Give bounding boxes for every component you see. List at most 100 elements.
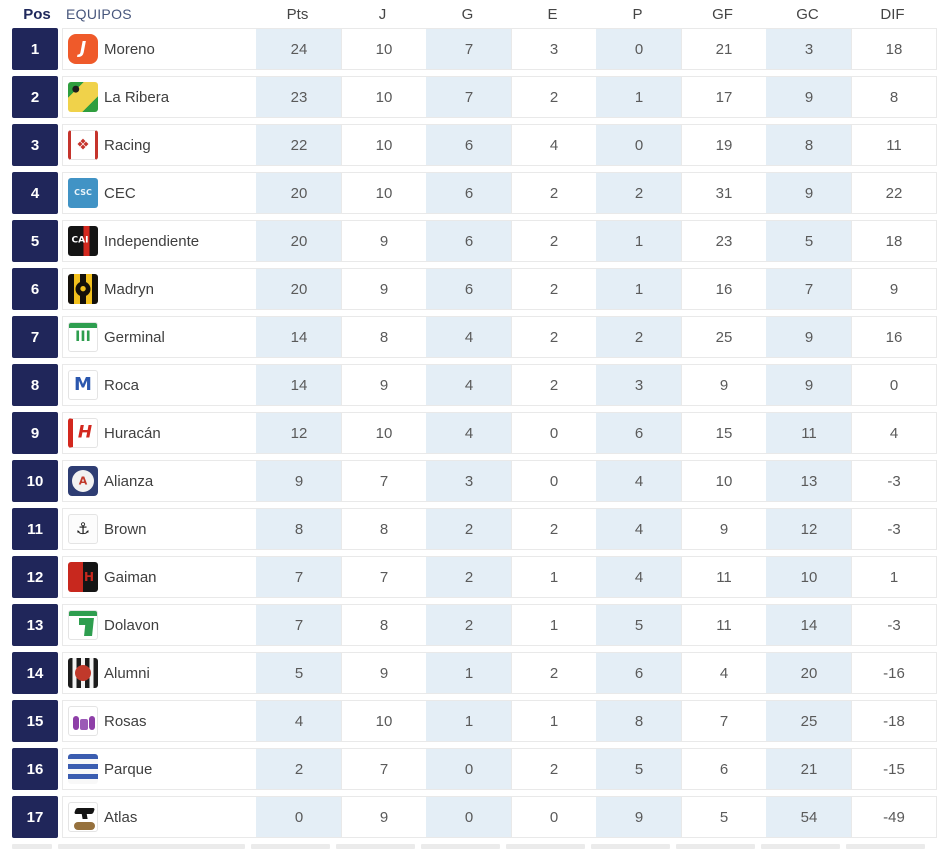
- column-header-pts: Pts: [286, 5, 309, 23]
- team-row-body: Rosas 4 10 1 1 8 7 25 -18: [62, 700, 937, 742]
- position-badge: 11: [12, 508, 58, 550]
- position-badge: 10: [12, 460, 58, 502]
- team-row[interactable]: 9 H Huracán 12 10 4 0 6 15 11 4: [12, 412, 946, 454]
- stat-cell-e: 2: [511, 653, 596, 693]
- stat-cell-gf: 19: [681, 125, 766, 165]
- team-row[interactable]: 1 J Moreno 24 10 7 3 0 21 3 18: [12, 28, 946, 70]
- team-row[interactable]: 2 ● La Ribera 23 10 7 2 1 17 9 8: [12, 76, 946, 118]
- team-row[interactable]: 10 A Alianza 9 7 3 0 4 10 13 -3: [12, 460, 946, 502]
- team-row-body: ● La Ribera 23 10 7 2 1 17 9 8: [62, 76, 937, 118]
- team-row[interactable]: 11 ⚓ Brown 8 8 2 2 4 9 12 -3: [12, 508, 946, 550]
- column-header-gc: GC: [796, 5, 819, 23]
- stat-cell-dif: -3: [851, 461, 936, 501]
- stat-cell-dif: -15: [851, 749, 936, 789]
- team-row-body: CSC CEC 20 10 6 2 2 31 9 22: [62, 172, 937, 214]
- stat-cell-gc: 3: [766, 29, 851, 69]
- stat-cell-j: 7: [341, 749, 426, 789]
- stat-cell-dif: 18: [851, 29, 936, 69]
- team-row[interactable]: 3 ❖ Racing 22 10 6 4 0 19 8 11: [12, 124, 946, 166]
- stat-cell-gf: 6: [681, 749, 766, 789]
- stat-cell-e: 4: [511, 125, 596, 165]
- stat-cell-j: 10: [341, 413, 426, 453]
- stat-cell-dif: 4: [851, 413, 936, 453]
- stat-cell-j: 8: [341, 509, 426, 549]
- team-row[interactable]: 12 H Gaiman 7 7 2 1 4 11 10 1: [12, 556, 946, 598]
- team-row[interactable]: 17 Atlas 0 9 0 0 9 5 54 -49: [12, 796, 946, 838]
- column-header-equipos: EQUIPOS: [66, 6, 132, 22]
- column-header-e: E: [547, 5, 558, 23]
- stat-cell-p: 3: [596, 365, 681, 405]
- team-logo-icon: A: [68, 466, 98, 496]
- team-row[interactable]: 5 CAI Independiente 20 9 6 2 1 23 5 18: [12, 220, 946, 262]
- team-logo-icon: ●: [68, 82, 98, 112]
- stat-cell-j: 10: [341, 29, 426, 69]
- team-row-body: Dolavon 7 8 2 1 5 11 14 -3: [62, 604, 937, 646]
- stat-cell-j: 7: [341, 557, 426, 597]
- stat-cell-e: 2: [511, 365, 596, 405]
- team-cell: H Gaiman: [63, 557, 256, 597]
- stat-cell-pts: 7: [256, 557, 341, 597]
- team-row[interactable]: 8 M Roca 14 9 4 2 3 9 9 0: [12, 364, 946, 406]
- position-badge: 1: [12, 28, 58, 70]
- stat-cell-g: 7: [426, 29, 511, 69]
- stat-cell-p: 4: [596, 557, 681, 597]
- stat-cell-e: 2: [511, 269, 596, 309]
- position-badge: 9: [12, 412, 58, 454]
- team-row[interactable]: 15 Rosas 4 10 1 1 8 7 25 -18: [12, 700, 946, 742]
- stat-cell-e: 0: [511, 797, 596, 837]
- team-row[interactable]: 16 Parque 2 7 0 2 5 6 21 -15: [12, 748, 946, 790]
- team-cell: Dolavon: [63, 605, 256, 645]
- column-header-pos: Pos: [23, 5, 51, 23]
- next-row-edge: [421, 844, 500, 849]
- stat-cell-gc: 14: [766, 605, 851, 645]
- stat-cell-gc: 12: [766, 509, 851, 549]
- team-cell: III Germinal: [63, 317, 256, 357]
- team-logo-icon: [68, 754, 98, 784]
- next-section-edge: [12, 844, 946, 849]
- team-row[interactable]: 6 ● Madryn 20 9 6 2 1 16 7 9: [12, 268, 946, 310]
- stat-cell-gc: 54: [766, 797, 851, 837]
- stat-cell-pts: 24: [256, 29, 341, 69]
- next-row-edge: [676, 844, 755, 849]
- team-row[interactable]: 7 III Germinal 14 8 4 2 2 25 9 16: [12, 316, 946, 358]
- stat-cell-gc: 9: [766, 173, 851, 213]
- stat-cell-e: 2: [511, 317, 596, 357]
- stat-cell-gf: 31: [681, 173, 766, 213]
- next-row-edge: [506, 844, 585, 849]
- team-logo-icon: [68, 802, 98, 832]
- team-logo-icon: ●: [68, 274, 98, 304]
- stat-cell-gf: 4: [681, 653, 766, 693]
- team-row[interactable]: 14 Alumni 5 9 1 2 6 4 20 -16: [12, 652, 946, 694]
- next-row-edge: [58, 844, 245, 849]
- stat-cell-gc: 13: [766, 461, 851, 501]
- position-badge: 3: [12, 124, 58, 166]
- stat-cell-j: 9: [341, 797, 426, 837]
- stat-cell-j: 9: [341, 653, 426, 693]
- stat-cell-p: 9: [596, 797, 681, 837]
- column-header-gf: GF: [712, 5, 733, 23]
- team-row[interactable]: 4 CSC CEC 20 10 6 2 2 31 9 22: [12, 172, 946, 214]
- stat-cell-pts: 4: [256, 701, 341, 741]
- next-row-edge: [846, 844, 925, 849]
- team-row[interactable]: 13 Dolavon 7 8 2 1 5 11 14 -3: [12, 604, 946, 646]
- team-cell: CAI Independiente: [63, 221, 256, 261]
- team-cell: ⚓ Brown: [63, 509, 256, 549]
- stat-cell-j: 7: [341, 461, 426, 501]
- team-logo-icon: ⚓: [68, 514, 98, 544]
- team-cell: ● Madryn: [63, 269, 256, 309]
- column-header-g: G: [461, 5, 474, 23]
- team-name: Racing: [104, 136, 151, 154]
- stat-cell-g: 4: [426, 413, 511, 453]
- stat-cell-gc: 11: [766, 413, 851, 453]
- team-name: Gaiman: [104, 568, 157, 586]
- stat-cell-pts: 9: [256, 461, 341, 501]
- team-row-body: H Huracán 12 10 4 0 6 15 11 4: [62, 412, 937, 454]
- stat-cell-pts: 5: [256, 653, 341, 693]
- stat-cell-e: 1: [511, 701, 596, 741]
- team-row-body: ● Madryn 20 9 6 2 1 16 7 9: [62, 268, 937, 310]
- stat-cell-gc: 9: [766, 77, 851, 117]
- stat-cell-p: 4: [596, 461, 681, 501]
- position-badge: 12: [12, 556, 58, 598]
- team-name: Germinal: [104, 328, 165, 346]
- team-row-body: A Alianza 9 7 3 0 4 10 13 -3: [62, 460, 937, 502]
